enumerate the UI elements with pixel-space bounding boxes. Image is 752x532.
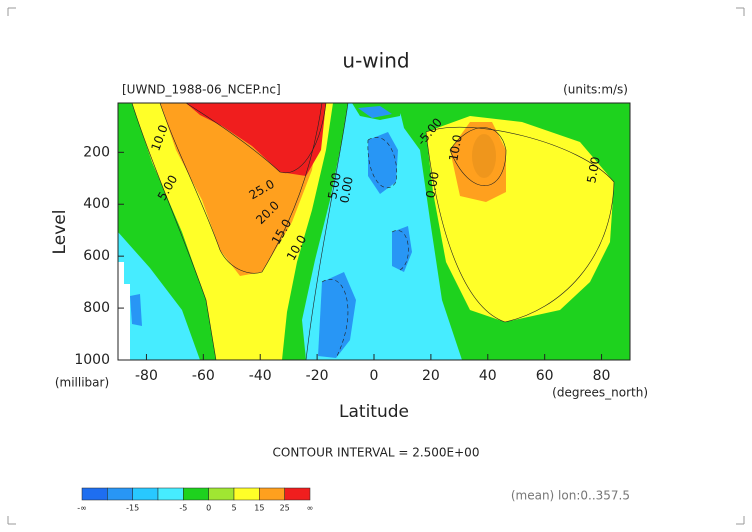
subtitle-left: [UWND_1988-06_NCEP.nc] (122, 83, 281, 97)
x-axis-label: Latitude (339, 402, 409, 422)
negative-contour-lines (321, 137, 409, 359)
colorbar-swatch (233, 487, 260, 501)
missing-region (118, 262, 130, 360)
colorbar-swatch (107, 487, 133, 501)
colorbar-label: 0 (206, 504, 211, 513)
colorbar-label: -∞ (77, 504, 87, 513)
colorbar-swatch (183, 487, 209, 501)
fill-region (392, 226, 412, 272)
contour-interval: CONTOUR INTERVAL = 2.500E+00 (273, 446, 480, 460)
fill-region (368, 132, 398, 194)
colorbar-swatch (157, 487, 184, 501)
contour-field (118, 103, 630, 360)
fill-region (318, 272, 356, 358)
x-tick-label: -40 (249, 368, 272, 384)
colorbar-label: -5 (179, 504, 187, 513)
x-tick-label: 80 (593, 368, 611, 384)
fill-region (130, 294, 142, 326)
y-axis-units: (millibar) (55, 376, 109, 390)
x-tick-label: -80 (135, 368, 158, 384)
contour-label: 5.00 (325, 172, 343, 201)
x-tick-label: 40 (479, 368, 497, 384)
x-tick-label: 0 (370, 368, 379, 384)
y-tick-label: 600 (83, 248, 110, 264)
colorbar-label: 5 (231, 504, 236, 513)
colorbar-label: 25 (280, 504, 290, 513)
contour-label: 5.00 (584, 156, 602, 185)
fill-region (472, 134, 496, 178)
footnote: (mean) lon:0..357.5 (511, 489, 630, 503)
y-tick-label: 400 (83, 196, 110, 212)
x-tick-label: 60 (536, 368, 554, 384)
colorbar-swatch (132, 487, 159, 501)
contour-label: 0.00 (423, 171, 441, 200)
fill-region (358, 106, 392, 118)
colorbar-swatch (81, 487, 108, 501)
contour-lines (131, 103, 615, 360)
contour-label: 10.0 (446, 134, 464, 163)
contour-label: 0.00 (337, 176, 355, 205)
colorbar-swatch (284, 487, 311, 501)
colorbar-label: -15 (126, 504, 139, 513)
x-tick-label: -20 (306, 368, 329, 384)
subtitle-right: (units:m/s) (563, 83, 628, 97)
chart-title: u-wind (342, 49, 409, 73)
x-tick-label: 20 (422, 368, 440, 384)
y-tick-label: 800 (83, 300, 110, 316)
y-tick-label: 200 (83, 144, 110, 160)
colorbar-swatch (208, 487, 235, 501)
colorbar-label: ∞ (307, 504, 314, 513)
crop-marks (7, 7, 745, 525)
y-axis-label: Level (50, 210, 70, 255)
y-tick-label: 1000 (74, 352, 110, 368)
x-tick-label: -60 (192, 368, 215, 384)
colorbar-label: 15 (254, 504, 264, 513)
colorbar-swatch (259, 487, 285, 501)
fill-region (186, 103, 326, 176)
x-axis-units: (degrees_north) (552, 386, 648, 400)
